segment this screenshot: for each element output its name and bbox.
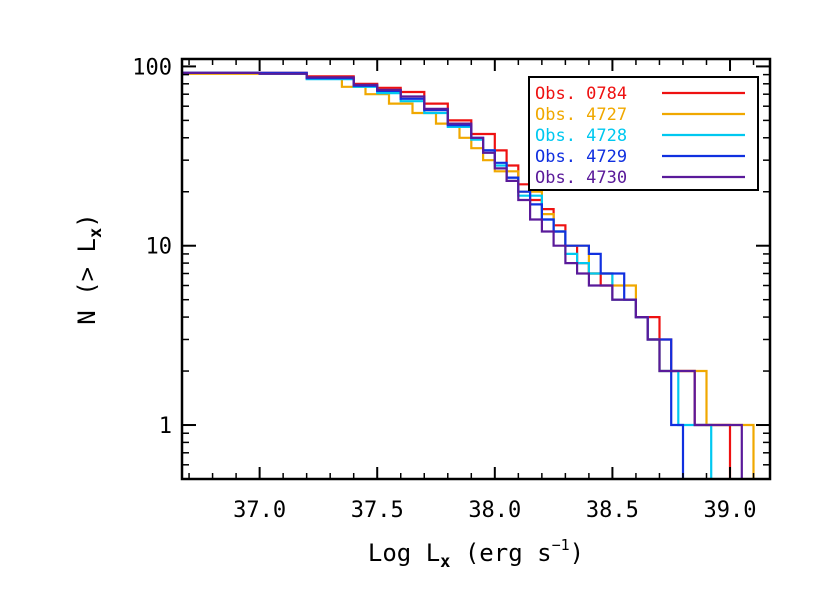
x-tick-label: 39.0 [704, 498, 757, 523]
y-tick-label: 1 [159, 414, 172, 439]
x-tick-label: 37.5 [351, 498, 404, 523]
legend-box [528, 76, 759, 191]
plot-frame [180, 57, 772, 481]
y-axis-label: N (> Lx) [73, 213, 106, 324]
x-axis-label-sup: −1 [552, 536, 570, 554]
x-axis-label-close: ) [570, 539, 584, 567]
y-axis-label-close: ) [73, 213, 101, 227]
y-tick-label: 100 [132, 55, 172, 80]
series-line-5 [182, 71, 743, 479]
x-axis-label-main: Log L [368, 539, 440, 567]
x-tick-label: 38.0 [468, 498, 521, 523]
x-axis-label-sub: x [440, 552, 450, 572]
tick-layer [182, 59, 770, 479]
x-axis-label-rest: (erg s [450, 539, 551, 567]
legend-label-5: Obs. 4730 [535, 168, 627, 188]
y-tick-label: 10 [146, 235, 173, 260]
x-tick-label: 38.5 [586, 498, 639, 523]
legend-label-2: Obs. 4727 [535, 105, 627, 125]
legend-label-1: Obs. 0784 [535, 84, 627, 104]
tick-label-layer: 37.0 37.5 38.0 38.5 39.0 1 10 100 [132, 55, 756, 523]
x-axis-label: Log Lx (erg s−1) [368, 536, 584, 572]
legend-label-4: Obs. 4729 [535, 147, 627, 167]
legend-label-3: Obs. 4728 [535, 126, 627, 146]
y-axis-label-sub: x [86, 228, 106, 238]
x-tick-label: 37.0 [233, 498, 286, 523]
series-layer [182, 71, 755, 479]
y-axis-label-main: N (> L [73, 238, 101, 325]
